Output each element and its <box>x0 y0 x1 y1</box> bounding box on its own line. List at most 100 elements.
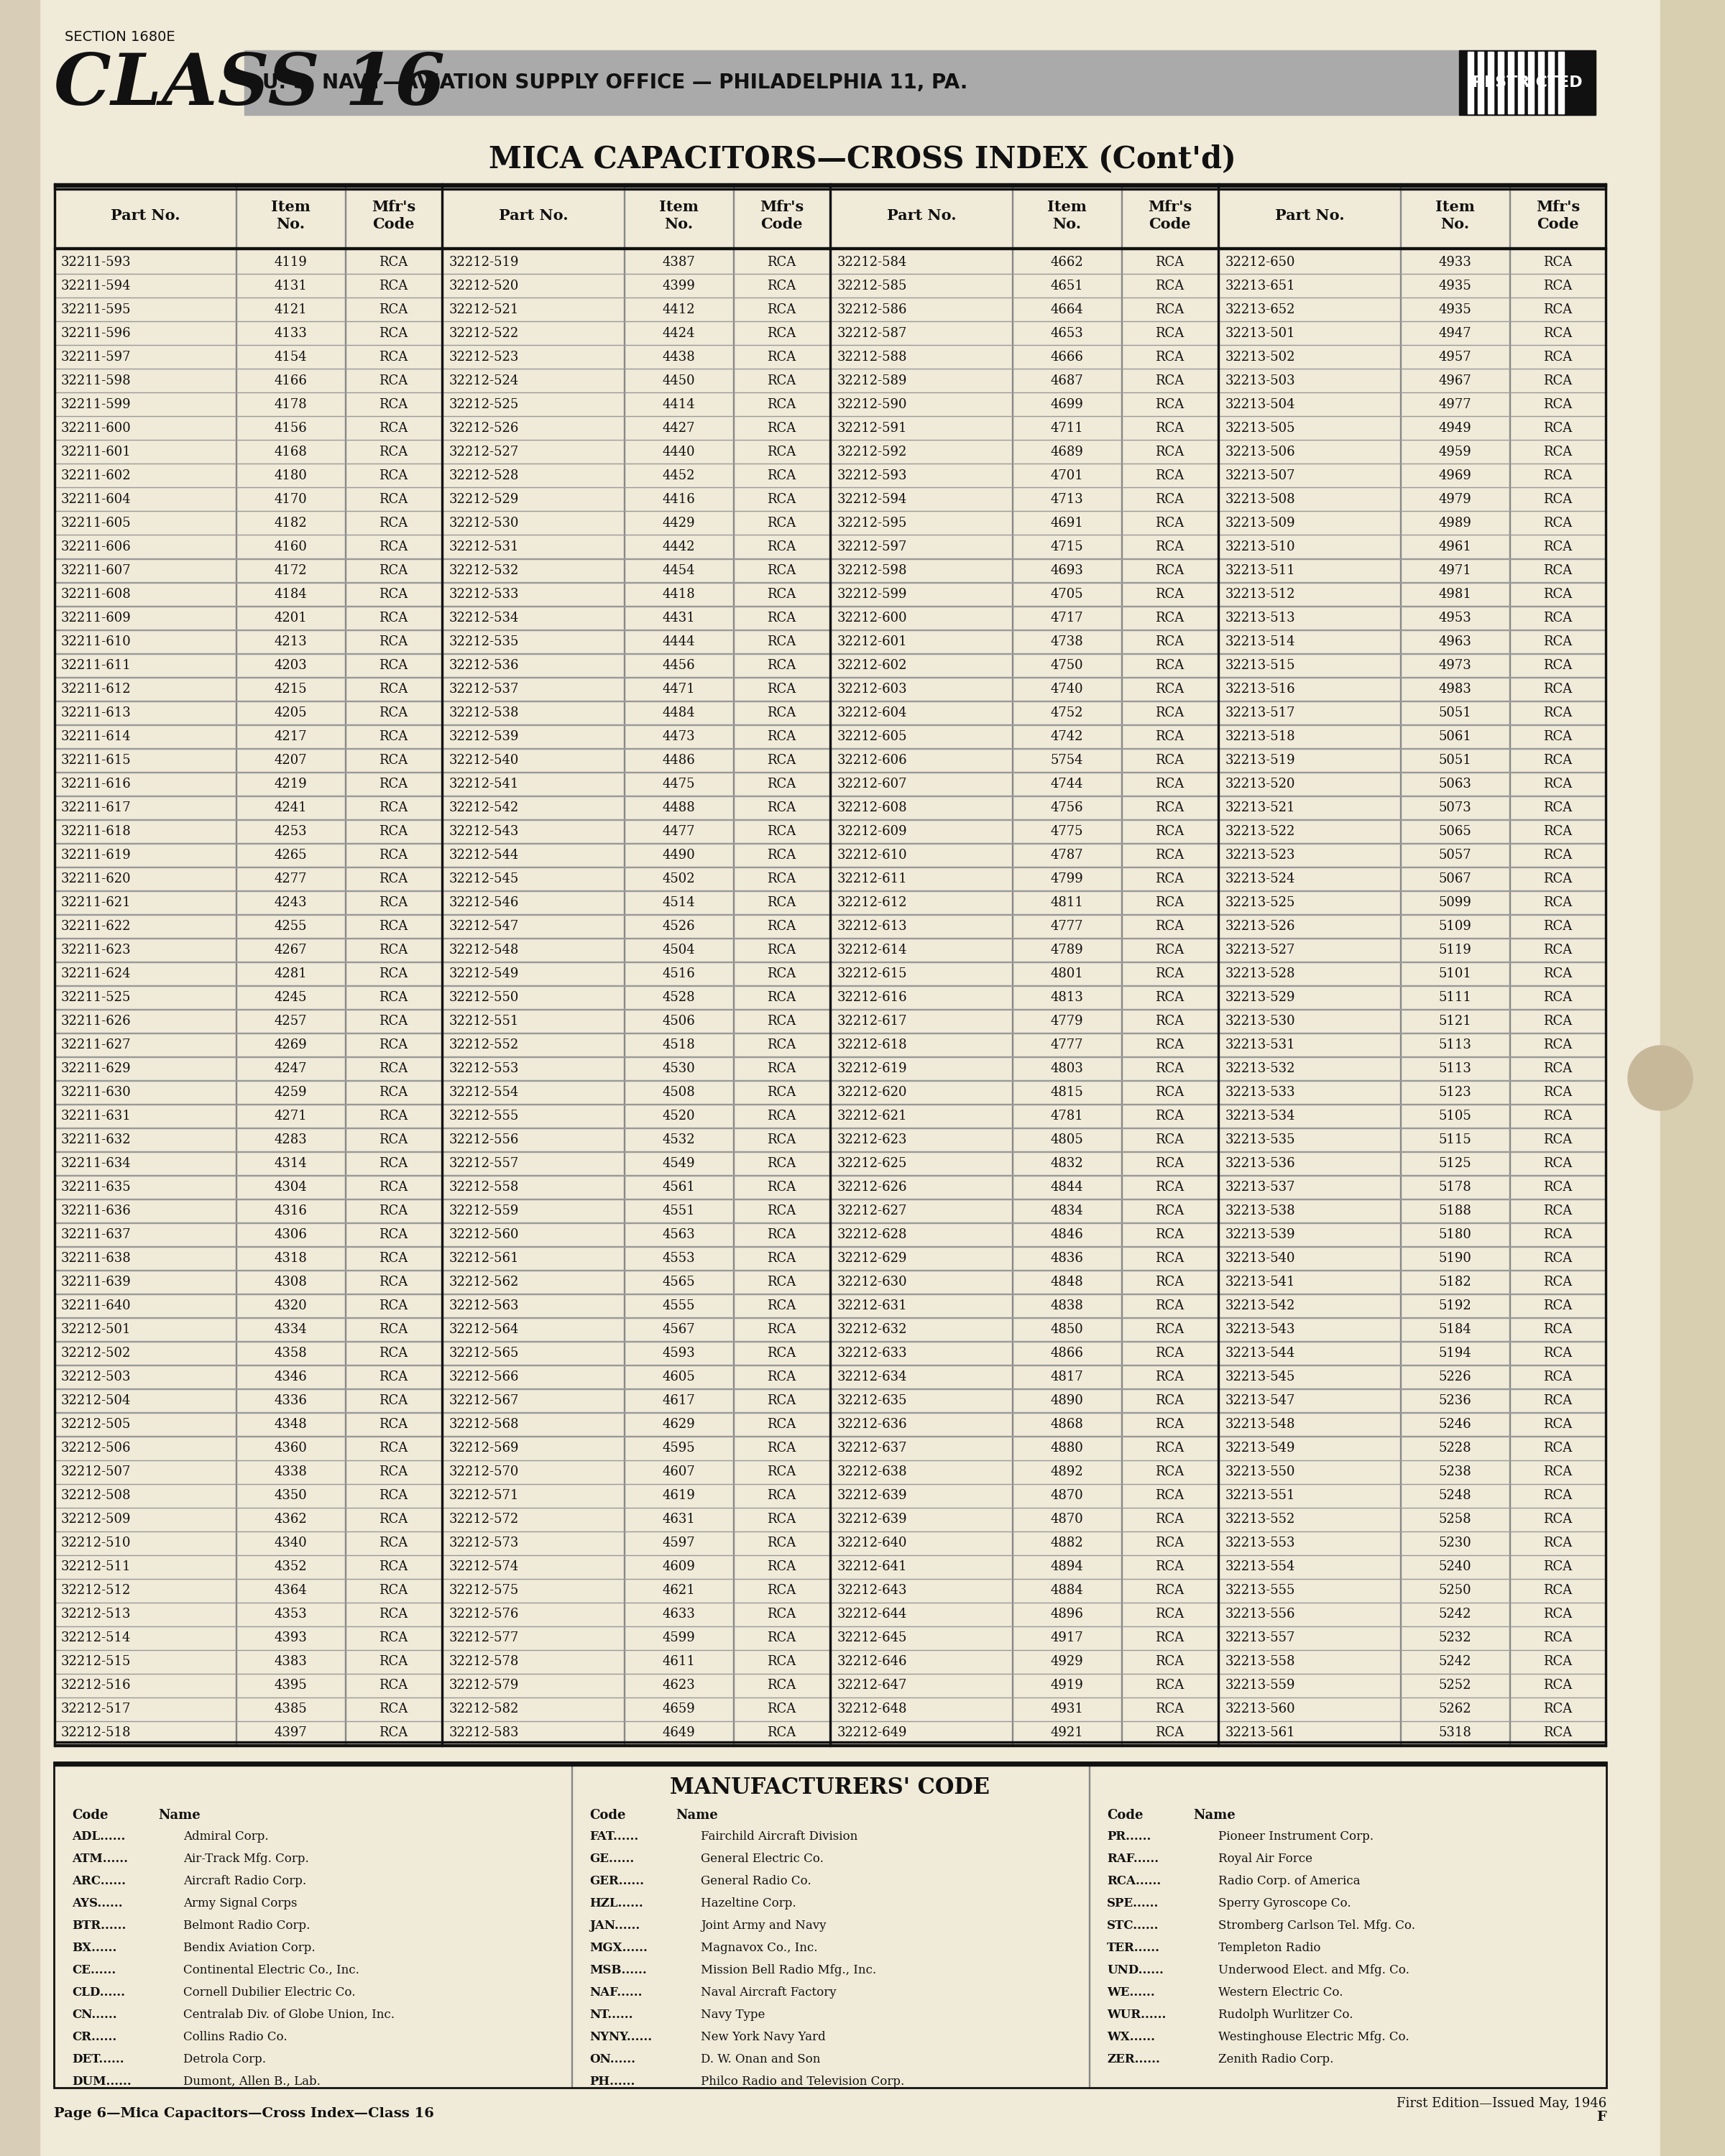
Text: 5232: 5232 <box>1439 1632 1471 1645</box>
Text: 4884: 4884 <box>1051 1585 1083 1598</box>
Text: RCA: RCA <box>380 399 409 412</box>
Text: 4257: 4257 <box>274 1015 307 1028</box>
Text: RCA: RCA <box>768 612 797 625</box>
Text: 32213-544: 32213-544 <box>1225 1348 1295 1360</box>
Text: 32213-529: 32213-529 <box>1225 992 1295 1005</box>
Text: RCA: RCA <box>380 280 409 293</box>
Text: RCA: RCA <box>380 1490 409 1503</box>
Text: 32212-528: 32212-528 <box>448 470 519 483</box>
Text: RCA: RCA <box>1156 1348 1185 1360</box>
Text: Item
No.: Item No. <box>1435 201 1475 231</box>
Text: RCA: RCA <box>1544 1419 1573 1432</box>
Text: RCA: RCA <box>768 1229 797 1242</box>
Text: WX......: WX...... <box>1107 2031 1156 2044</box>
Text: 4304: 4304 <box>274 1181 307 1194</box>
Text: 4687: 4687 <box>1051 375 1083 388</box>
Text: RCA: RCA <box>1544 1395 1573 1408</box>
Text: Mission Bell Radio Mfg., Inc.: Mission Bell Radio Mfg., Inc. <box>700 1964 876 1977</box>
Text: 32211-617: 32211-617 <box>60 802 131 815</box>
Text: 32212-566: 32212-566 <box>448 1371 519 1384</box>
Text: RCA: RCA <box>380 1466 409 1479</box>
Text: 4334: 4334 <box>274 1324 307 1337</box>
Text: 4399: 4399 <box>662 280 695 293</box>
Text: 4247: 4247 <box>274 1063 307 1076</box>
Text: RCA: RCA <box>1156 1632 1185 1645</box>
Text: RCA: RCA <box>380 494 409 507</box>
Text: 32213-556: 32213-556 <box>1225 1608 1295 1621</box>
Text: 32212-625: 32212-625 <box>837 1158 907 1171</box>
Text: 5119: 5119 <box>1439 944 1471 957</box>
Text: RCA: RCA <box>1544 1205 1573 1218</box>
Text: 32213-559: 32213-559 <box>1225 1680 1295 1692</box>
Text: RCA: RCA <box>1156 660 1185 673</box>
Text: Rudolph Wurlitzer Co.: Rudolph Wurlitzer Co. <box>1218 2009 1352 2020</box>
Text: 32212-647: 32212-647 <box>837 1680 907 1692</box>
Text: 32212-635: 32212-635 <box>837 1395 907 1408</box>
Text: 5113: 5113 <box>1439 1039 1471 1052</box>
Text: RCA: RCA <box>768 1063 797 1076</box>
Text: 32212-527: 32212-527 <box>448 446 519 459</box>
Text: 4383: 4383 <box>274 1656 307 1669</box>
Text: 32212-584: 32212-584 <box>837 257 907 270</box>
Text: RCA: RCA <box>1544 280 1573 293</box>
Text: 32212-524: 32212-524 <box>448 375 519 388</box>
Text: Name: Name <box>676 1809 718 1822</box>
Text: RCA: RCA <box>380 1134 409 1147</box>
Text: 32212-626: 32212-626 <box>837 1181 907 1194</box>
Text: 32212-628: 32212-628 <box>837 1229 907 1242</box>
Text: RCA: RCA <box>768 1703 797 1716</box>
Text: 32213-520: 32213-520 <box>1225 778 1295 791</box>
Text: RCA: RCA <box>768 660 797 673</box>
Text: RCA: RCA <box>1156 921 1185 934</box>
Text: RCA: RCA <box>768 1300 797 1313</box>
Text: RCA: RCA <box>1544 731 1573 744</box>
Text: GER......: GER...... <box>590 1876 643 1886</box>
Text: 32212-618: 32212-618 <box>837 1039 907 1052</box>
Text: 4490: 4490 <box>662 849 695 862</box>
Text: RCA: RCA <box>1544 1585 1573 1598</box>
Text: Underwood Elect. and Mfg. Co.: Underwood Elect. and Mfg. Co. <box>1218 1964 1409 1977</box>
Text: 4269: 4269 <box>274 1039 307 1052</box>
Text: Fairchild Aircraft Division: Fairchild Aircraft Division <box>700 1830 857 1843</box>
Text: 32213-535: 32213-535 <box>1225 1134 1295 1147</box>
Text: 32212-590: 32212-590 <box>837 399 907 412</box>
Text: 32212-549: 32212-549 <box>448 968 519 981</box>
Text: 32213-516: 32213-516 <box>1225 683 1295 696</box>
Text: RCA: RCA <box>380 423 409 436</box>
Text: MGX......: MGX...... <box>590 1943 647 1953</box>
Text: RCA: RCA <box>768 1656 797 1669</box>
Text: 32212-592: 32212-592 <box>837 446 907 459</box>
Text: 4473: 4473 <box>662 731 695 744</box>
Text: 4438: 4438 <box>662 351 695 364</box>
Text: Code: Code <box>1107 1809 1144 1822</box>
Text: 32212-502: 32212-502 <box>60 1348 131 1360</box>
Text: 32213-514: 32213-514 <box>1225 636 1295 649</box>
Text: 32212-610: 32212-610 <box>837 849 907 862</box>
Text: RCA: RCA <box>380 1680 409 1692</box>
Text: 32211-637: 32211-637 <box>60 1229 131 1242</box>
Text: 4850: 4850 <box>1051 1324 1083 1337</box>
Text: RCA: RCA <box>1544 1514 1573 1526</box>
Text: 32212-568: 32212-568 <box>448 1419 519 1432</box>
Text: 5242: 5242 <box>1439 1656 1471 1669</box>
Text: RCA: RCA <box>380 1371 409 1384</box>
Text: 32213-511: 32213-511 <box>1225 565 1295 578</box>
Text: RCA: RCA <box>768 1371 797 1384</box>
Text: 32212-576: 32212-576 <box>448 1608 519 1621</box>
Text: Item
No.: Item No. <box>271 201 310 231</box>
Text: Mfr's
Code: Mfr's Code <box>1147 201 1192 231</box>
Text: 4338: 4338 <box>274 1466 307 1479</box>
Bar <box>1487 52 1494 114</box>
Text: 5754: 5754 <box>1051 755 1083 768</box>
Text: 32213-551: 32213-551 <box>1225 1490 1295 1503</box>
Text: 32212-644: 32212-644 <box>837 1608 907 1621</box>
Text: 32213-530: 32213-530 <box>1225 1015 1295 1028</box>
Text: Mfr's
Code: Mfr's Code <box>759 201 804 231</box>
Text: DUM......: DUM...... <box>72 2076 131 2087</box>
Text: 32212-512: 32212-512 <box>60 1585 131 1598</box>
Text: RCA: RCA <box>1156 683 1185 696</box>
Text: RCA: RCA <box>1156 1324 1185 1337</box>
Text: RCA: RCA <box>1156 1039 1185 1052</box>
Text: RCA: RCA <box>380 921 409 934</box>
Text: 5113: 5113 <box>1439 1063 1471 1076</box>
